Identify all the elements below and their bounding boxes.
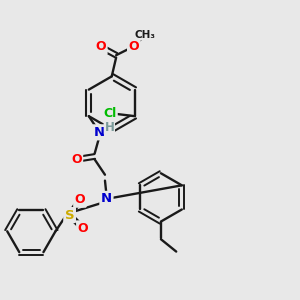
Text: H: H [104,121,114,134]
Text: S: S [65,208,74,222]
Text: CH₃: CH₃ [134,30,155,40]
Text: N: N [101,192,112,206]
Text: O: O [95,40,106,53]
Text: O: O [128,40,139,53]
Text: O: O [78,222,88,235]
Text: O: O [71,153,82,166]
Text: O: O [75,193,85,206]
Text: Cl: Cl [103,107,116,120]
Text: N: N [94,126,105,139]
